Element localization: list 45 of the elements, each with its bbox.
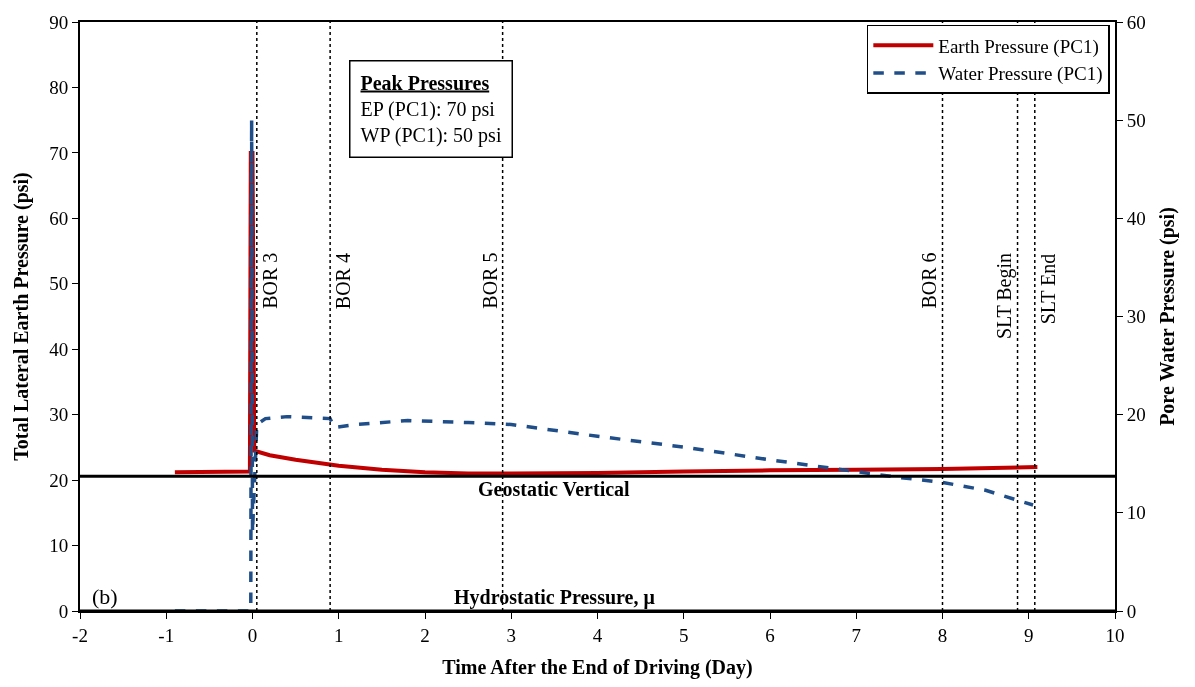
- y-tick-label: 80: [49, 77, 69, 99]
- annotation: (b): [92, 584, 118, 609]
- y2-tick-label: 10: [1126, 502, 1146, 524]
- ref-line-label: Geostatic Vertical: [478, 478, 631, 500]
- x-axis-title: Time After the End of Driving (Day): [442, 655, 753, 679]
- x-tick-label: 3: [506, 624, 516, 646]
- y2-axis-title: Pore Water Pressure (psi): [1155, 207, 1179, 426]
- x-tick-label: 10: [1105, 624, 1125, 646]
- y-tick-label: 0: [58, 600, 69, 622]
- y2-tick-label: 0: [1126, 600, 1137, 622]
- y-tick-label: 70: [49, 142, 69, 164]
- legend-label: Earth Pressure (PC1): [938, 35, 1099, 58]
- y-tick-label: 30: [49, 404, 69, 426]
- ref-line-label: BOR 5: [478, 252, 501, 309]
- x-tick-label: 0: [247, 624, 258, 646]
- x-tick-label: 2: [420, 624, 430, 646]
- ref-line-label: Hydrostatic Pressure, μ: [454, 586, 656, 609]
- legend-label: Water Pressure (PC1): [938, 63, 1103, 86]
- y-axis-title: Total Lateral Earth Pressure (psi): [10, 172, 34, 461]
- y2-tick-label: 20: [1126, 404, 1146, 426]
- y-tick-label: 60: [49, 207, 69, 229]
- y-tick-label: 10: [49, 535, 69, 557]
- x-tick-label: -1: [158, 624, 175, 646]
- x-tick-label: -2: [72, 624, 88, 646]
- y-tick-label: 20: [49, 469, 69, 491]
- ref-line-label: SLT Begin: [992, 252, 1016, 340]
- x-tick-label: 1: [334, 624, 344, 646]
- y2-tick-label: 40: [1126, 207, 1146, 229]
- y-tick-label: 40: [49, 338, 69, 360]
- x-tick-label: 9: [1024, 624, 1034, 646]
- x-tick-label: 6: [765, 624, 775, 646]
- x-tick-label: 5: [679, 624, 689, 646]
- y-tick-label: 50: [49, 273, 69, 295]
- y2-tick-label: 60: [1126, 11, 1146, 33]
- x-tick-label: 4: [592, 624, 603, 646]
- ref-line-label: SLT End: [1037, 253, 1060, 325]
- y-tick-label: 90: [49, 11, 69, 33]
- annotation: Peak Pressures EP (PC1): 70 psi WP (PC1): 50 psi: [360, 71, 502, 147]
- ref-line-label: BOR 6: [918, 252, 941, 309]
- ref-line-label: BOR 3: [258, 252, 281, 309]
- x-tick-label: 8: [937, 624, 948, 646]
- ref-line-label: BOR 4: [332, 253, 355, 310]
- x-tick-label: 7: [851, 624, 861, 646]
- y2-tick-label: 30: [1126, 306, 1146, 328]
- y2-tick-label: 50: [1126, 109, 1146, 131]
